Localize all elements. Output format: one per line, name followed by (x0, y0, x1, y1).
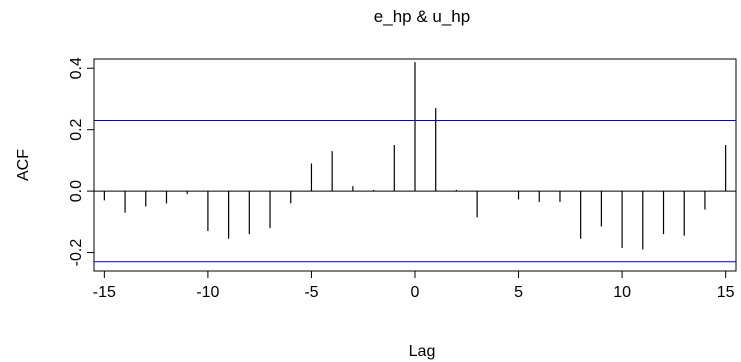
x-tick-label: 0 (411, 284, 420, 301)
x-tick-label: -10 (196, 284, 219, 301)
y-tick-label: 0.2 (68, 118, 85, 140)
x-tick-label: -15 (93, 284, 116, 301)
y-tick-label: 0.4 (68, 57, 85, 79)
chart-title: e_hp & u_hp (374, 7, 470, 26)
y-axis-label: ACF (15, 149, 32, 181)
x-tick-label: -5 (304, 284, 318, 301)
acf-spikes (103, 62, 727, 250)
y-tick-label: 0.0 (68, 180, 85, 202)
y-axis: -0.2 0.0 0.2 0.4 (68, 57, 95, 267)
x-axis: -15 -10 -5 0 5 10 15 (93, 270, 735, 301)
x-tick-label: 10 (613, 284, 631, 301)
x-axis-label: Lag (409, 343, 436, 360)
x-tick-label: 5 (514, 284, 523, 301)
x-tick-label: 15 (717, 284, 735, 301)
y-tick-label: -0.2 (68, 239, 85, 267)
